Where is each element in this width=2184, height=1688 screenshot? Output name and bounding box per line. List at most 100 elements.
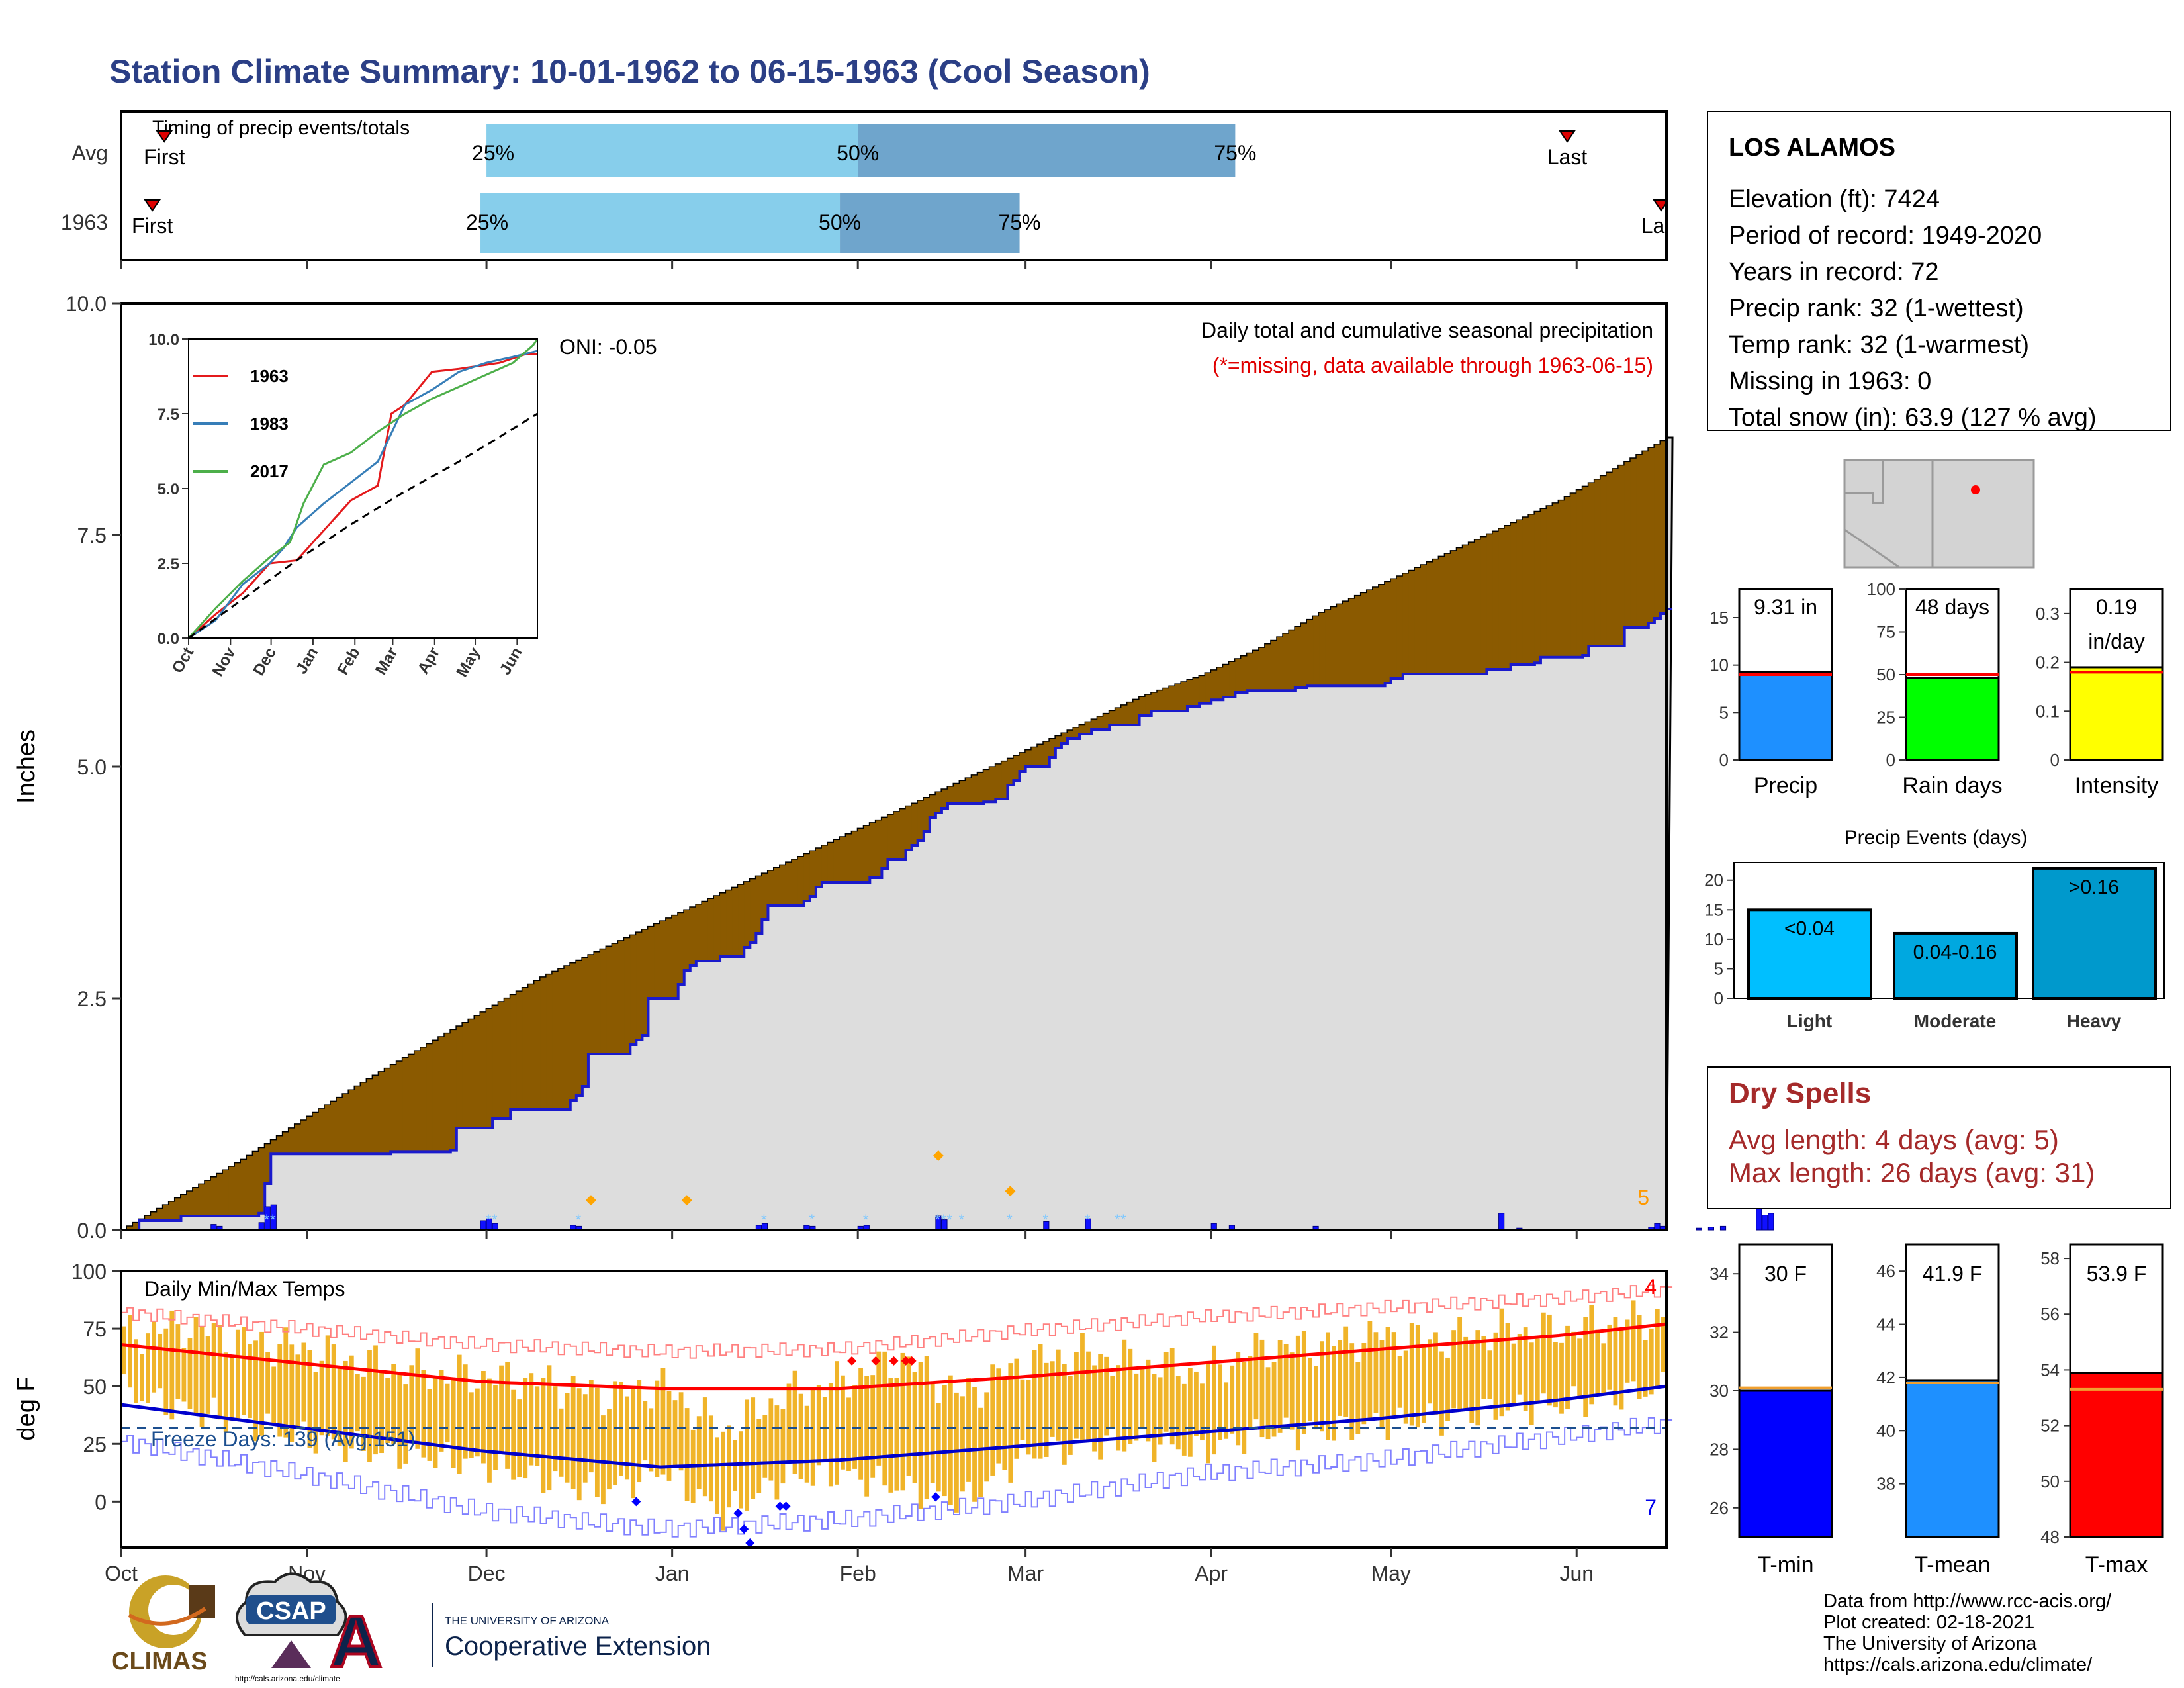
daily-temp-range-bar (1158, 1377, 1163, 1445)
deficit-segment (390, 1065, 397, 1152)
deficit-segment (929, 795, 936, 818)
daily-temp-range-bar (283, 1327, 289, 1438)
daily-temp-range-bar (1433, 1332, 1438, 1415)
deficit-segment (1654, 444, 1661, 618)
daily-temp-range-bar (660, 1368, 666, 1475)
deficit-segment (504, 998, 511, 1119)
deficit-segment (1402, 573, 1410, 674)
daily-temp-range-bar (601, 1415, 606, 1505)
daily-temp-range-bar (259, 1331, 264, 1436)
daily-temp-range-bar (655, 1380, 660, 1477)
deficit-segment (222, 1170, 230, 1216)
deficit-segment (960, 781, 966, 804)
deficit-segment (210, 1177, 218, 1216)
small-bar-tick-label: 15 (1709, 608, 1729, 628)
temp-summary-bars: 26 28 30 32 34 30 F T-min 38 40 42 44 46 41.9 F T-mea… (1709, 1243, 2164, 1577)
daily-temp-range-bar (1649, 1328, 1654, 1395)
deficit-segment (373, 1075, 379, 1154)
daily-temp-range-bar (649, 1408, 654, 1472)
temp-panel: 0 25 50 75 100 deg F Daily Min/Max Temps Fre… (13, 1260, 1673, 1549)
daily-temp-range-bar (140, 1354, 144, 1401)
daily-temp-range-bar (625, 1396, 630, 1480)
deficit-segment (678, 913, 685, 984)
trace-marker: * (264, 1211, 270, 1228)
daily-temp-range-bar (1565, 1325, 1570, 1409)
deficit-segment (720, 893, 727, 957)
events-tick-label: 20 (1704, 870, 1723, 890)
dry-max-length: Max length: 26 days (avg: 31) (1729, 1157, 2095, 1188)
deficit-segment (522, 988, 529, 1109)
daily-temp-range-bar (1559, 1342, 1564, 1414)
month-axis: Oct Nov Dec Jan Feb Mar Apr May Jun (105, 1230, 1594, 1585)
temp-bar-value (1905, 1379, 2000, 1538)
deficit-segment (983, 770, 990, 802)
daily-temp-range-bar (277, 1344, 283, 1437)
temp-bar-tick-label: 38 (1876, 1474, 1895, 1494)
daily-temp-range-bar (175, 1324, 181, 1399)
deficit-segment (809, 851, 817, 896)
y-tick-label: 2.5 (77, 987, 107, 1011)
daily-temp-range-bar (331, 1344, 336, 1440)
deficit-segment (462, 1023, 469, 1128)
timing-q25-q50-bar (480, 193, 841, 253)
deficit-segment (858, 829, 864, 882)
deficit-segment (432, 1040, 439, 1152)
deficit-segment (1229, 661, 1236, 697)
trace-marker: * (492, 1211, 498, 1228)
daily-precip-bar (1498, 1213, 1505, 1231)
timing-clip-mask (1668, 106, 1694, 265)
daily-temp-range-bar (235, 1329, 240, 1420)
temp-bar-value-label: 41.9 F (1923, 1262, 1983, 1286)
daily-temp-range-bar (846, 1397, 851, 1472)
timing-title: Timing of precip events/totals (152, 117, 410, 139)
trace-marker: * (576, 1211, 582, 1228)
snow-marker (585, 1195, 596, 1206)
deficit-segment (1061, 733, 1068, 743)
events-bar-label: <0.04 (1784, 917, 1835, 939)
daily-temp-range-bar (146, 1333, 150, 1403)
deficit-segment (1103, 714, 1110, 729)
temp-ylabel: deg F (13, 1376, 40, 1440)
deficit-segment (379, 1072, 385, 1154)
daily-temp-range-bar (1523, 1327, 1528, 1411)
daily-temp-range-bar (307, 1350, 312, 1448)
daily-temp-range-bar (1259, 1339, 1265, 1438)
inset-legend-label: 1983 (250, 414, 289, 434)
temp-bar-value-label: 30 F (1764, 1262, 1807, 1286)
daily-temp-range-bar (1451, 1330, 1456, 1409)
daily-temp-range-bar (894, 1378, 899, 1491)
record-high-marker (889, 1356, 899, 1366)
first-event-label: First (132, 214, 173, 238)
record-low-marker (781, 1501, 791, 1511)
deficit-segment (1115, 708, 1122, 725)
deficit-segment (1516, 520, 1524, 665)
daily-temp-range-bar (1230, 1365, 1235, 1434)
deficit-segment (348, 1090, 355, 1154)
deficit-segment (1295, 627, 1302, 688)
daily-temp-range-bar (1248, 1356, 1253, 1429)
temp-bar-tick-label: 46 (1876, 1261, 1895, 1281)
daily-temp-range-bar (1505, 1323, 1510, 1411)
events-bar (2032, 867, 2157, 1000)
deficit-segment (713, 896, 721, 961)
daily-temp-range-bar (349, 1355, 354, 1449)
daily-temp-range-bar (828, 1383, 833, 1487)
deficit-segment (1055, 736, 1062, 748)
daily-temp-range-bar (1475, 1330, 1480, 1426)
daily-temp-range-bar (1409, 1323, 1414, 1426)
daily-temp-range-bar (1343, 1326, 1349, 1418)
snow-marker (1005, 1186, 1016, 1197)
deficit-segment (1300, 623, 1308, 688)
deficit-segment (827, 843, 835, 882)
snow-marker (681, 1195, 692, 1206)
deficit-segment (1277, 637, 1284, 691)
daily-temp-range-bar (870, 1375, 876, 1478)
deficit-segment (707, 899, 715, 961)
daily-temp-range-bar (1355, 1362, 1361, 1434)
deficit-segment (438, 1037, 445, 1152)
daily-temp-range-bar (1613, 1317, 1618, 1406)
deficit-segment (594, 952, 601, 1054)
daily-temp-range-bar (1481, 1336, 1486, 1399)
daily-temp-range-bar (762, 1415, 768, 1478)
daily-temp-range-bar (1032, 1350, 1037, 1459)
